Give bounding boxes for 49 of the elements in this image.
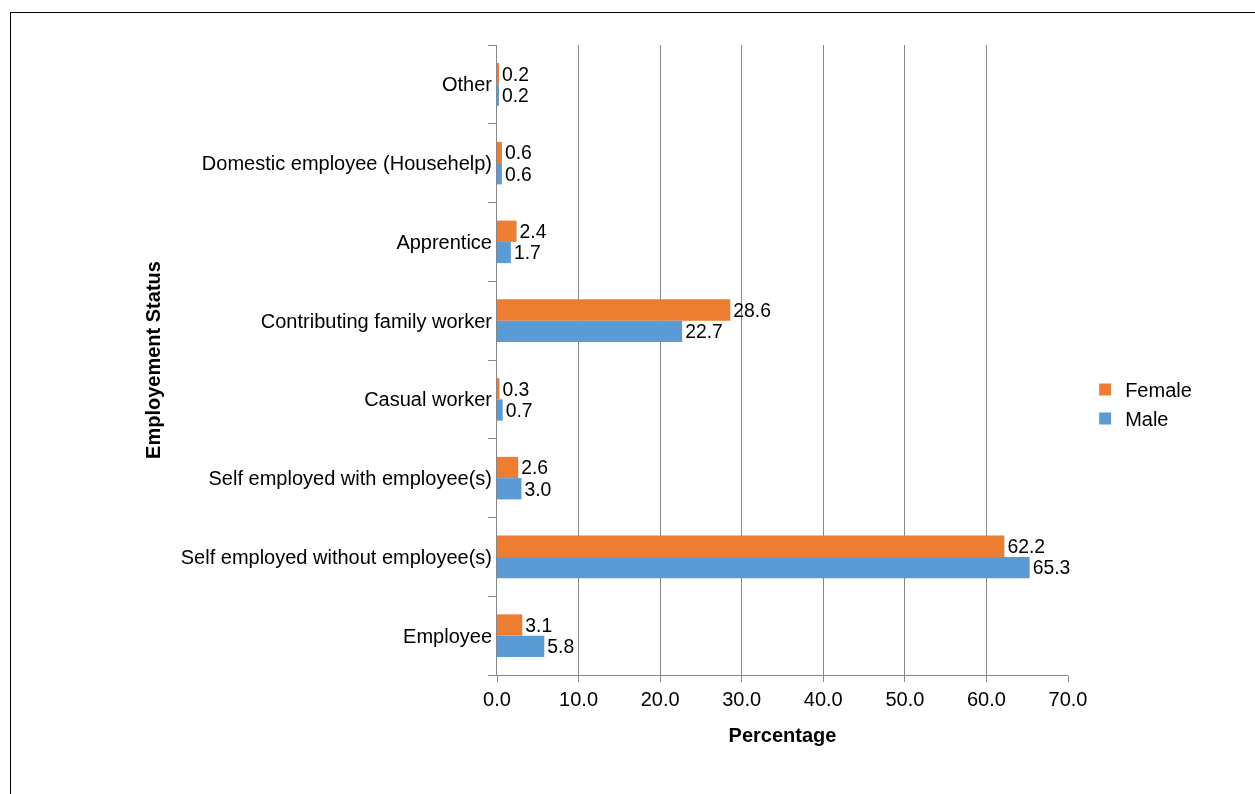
bar xyxy=(497,220,517,242)
data-label: 0.2 xyxy=(502,63,529,85)
bar xyxy=(497,614,523,636)
y-tick-label: Domestic employee (Househelp) xyxy=(201,152,492,175)
x-axis-title: Percentage xyxy=(728,723,837,746)
data-label: 5.8 xyxy=(547,636,575,658)
bar xyxy=(497,241,511,264)
data-label: 0.7 xyxy=(505,399,533,421)
y-tick-label: Casual worker xyxy=(364,388,493,411)
legend-label: Female xyxy=(1125,379,1192,402)
bar xyxy=(497,556,1030,579)
data-label: 28.6 xyxy=(733,299,771,321)
y-axis-title: Employement Status xyxy=(142,261,165,459)
y-tick-label: Self employed without employee(s) xyxy=(180,545,492,568)
legend-label: Male xyxy=(1125,408,1169,431)
data-label: 3.0 xyxy=(524,478,552,500)
data-label: 62.2 xyxy=(1007,536,1046,558)
bar xyxy=(497,399,503,421)
x-tick-label: 10.0 xyxy=(559,688,599,710)
x-tick-label: 50.0 xyxy=(885,688,925,710)
data-label: 0.6 xyxy=(504,163,532,185)
x-tick-label: 70.0 xyxy=(1048,688,1088,710)
y-tick-label: Apprentice xyxy=(396,230,492,253)
data-label: 1.7 xyxy=(513,242,541,264)
data-label: 0.6 xyxy=(504,142,532,164)
y-tick-label: Self employed with employee(s) xyxy=(208,467,492,490)
bar xyxy=(497,456,519,479)
bar xyxy=(497,163,502,185)
data-label: 0.2 xyxy=(502,84,529,106)
y-tick-label: Employee xyxy=(403,624,492,647)
y-tick-label: Contributing family worker xyxy=(260,309,493,332)
bar xyxy=(497,141,502,164)
x-tick-label: 30.0 xyxy=(722,688,762,710)
x-tick-label: 60.0 xyxy=(966,688,1006,710)
data-label: 22.7 xyxy=(685,321,723,343)
bar xyxy=(497,635,545,657)
data-label: 3.1 xyxy=(525,614,553,636)
x-tick-label: 0.0 xyxy=(483,688,511,710)
x-tick-label: 40.0 xyxy=(803,688,843,710)
data-label: 2.6 xyxy=(521,457,549,479)
data-label: 2.4 xyxy=(519,221,547,243)
bar xyxy=(497,320,683,342)
data-label: 0.3 xyxy=(502,378,530,400)
bar xyxy=(497,299,731,321)
bar xyxy=(497,478,522,500)
data-label: 65.3 xyxy=(1032,557,1071,579)
y-tick-label: Other xyxy=(441,73,493,96)
bar xyxy=(497,535,1005,557)
x-tick-label: 20.0 xyxy=(640,688,680,710)
